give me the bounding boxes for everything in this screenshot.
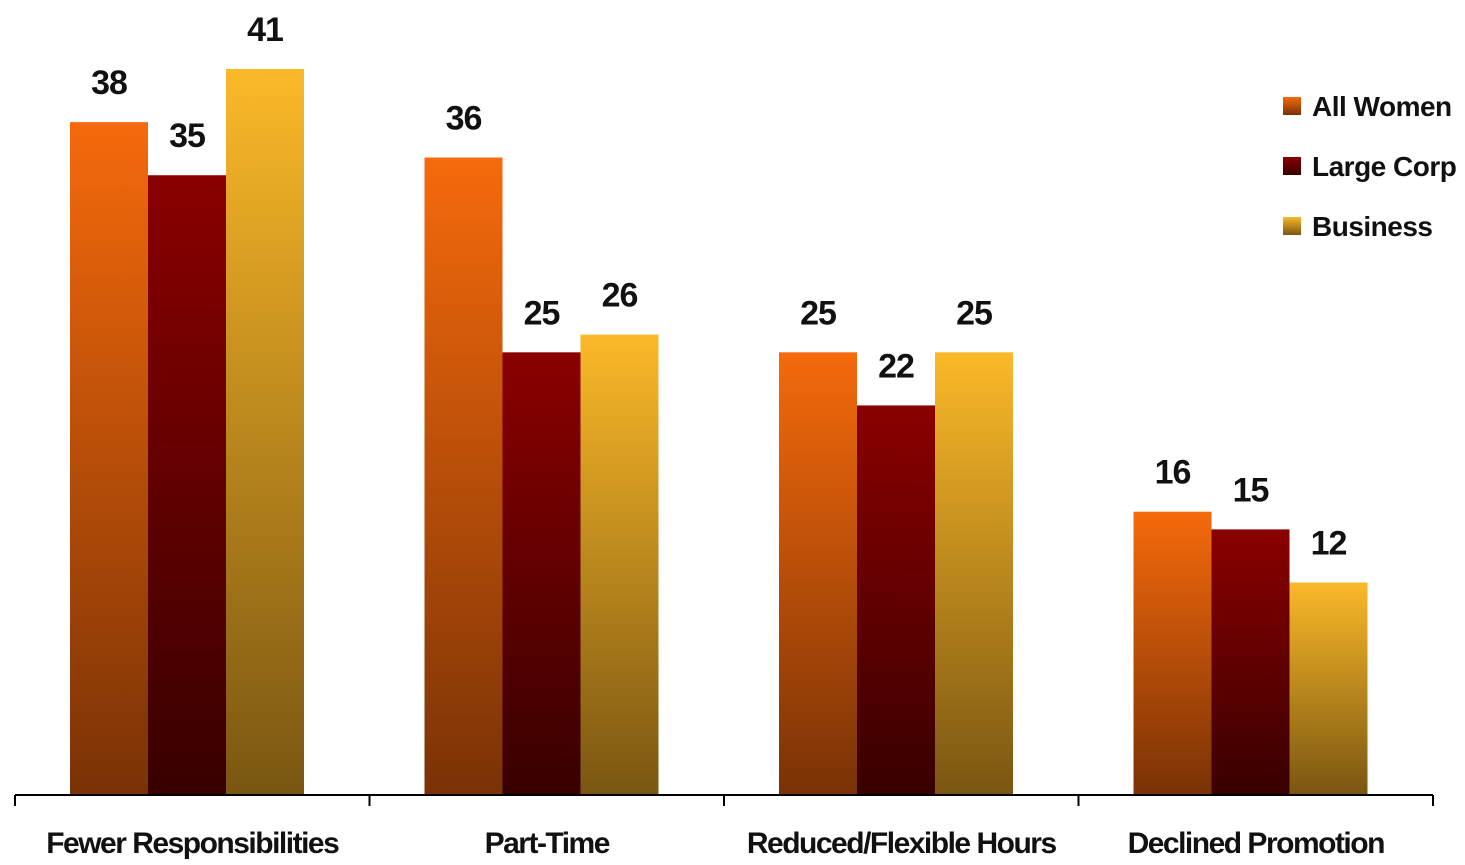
- value-label-all-women-declined-promotion: 16: [1155, 454, 1191, 492]
- bar-business-reduced-flexible-hours: [935, 352, 1013, 795]
- legend-swatch-all-women: [1283, 97, 1301, 115]
- value-label-large-corp-part-time: 25: [524, 294, 560, 332]
- bar-all-women-declined-promotion: [1133, 511, 1212, 795]
- bars-layer: [70, 69, 1368, 795]
- category-label-part-time: Part-Time: [485, 827, 610, 860]
- bar-large-corp-fewer-responsibilities: [148, 175, 226, 795]
- legend-swatch-large-corp: [1283, 157, 1301, 175]
- bar-business-part-time: [580, 334, 659, 795]
- category-label-declined-promotion: Declined Promotion: [1128, 827, 1385, 860]
- value-label-all-women-part-time: 36: [446, 100, 482, 138]
- value-label-large-corp-reduced-flexible-hours: 22: [878, 347, 914, 385]
- bar-large-corp-declined-promotion: [1211, 529, 1290, 795]
- bar-all-women-fewer-responsibilities: [70, 122, 148, 795]
- bar-large-corp-reduced-flexible-hours: [857, 405, 935, 795]
- legend-label-business: Business: [1312, 211, 1433, 242]
- value-labels-layer: 38 35 41 36 25 26 25 22 25 16 15 12: [91, 11, 1347, 563]
- x-axis: [14, 794, 1434, 806]
- value-label-all-women-reduced-flexible-hours: 25: [800, 294, 836, 332]
- legend-label-large-corp: Large Corp: [1312, 151, 1456, 182]
- legend: All Women Large Corp Business: [1283, 91, 1457, 242]
- legend-label-all-women: All Women: [1312, 91, 1452, 122]
- bar-business-declined-promotion: [1289, 582, 1368, 795]
- value-label-business-reduced-flexible-hours: 25: [956, 294, 992, 332]
- value-label-large-corp-fewer-responsibilities: 35: [169, 117, 205, 155]
- bar-large-corp-part-time: [502, 352, 581, 795]
- value-label-large-corp-declined-promotion: 15: [1233, 471, 1269, 509]
- category-label-reduced-flexible-hours: Reduced/Flexible Hours: [747, 827, 1057, 860]
- value-label-all-women-fewer-responsibilities: 38: [91, 64, 127, 102]
- category-labels-layer: Fewer Responsibilities Part-Time Reduced/F…: [46, 827, 1385, 860]
- bar-all-women-reduced-flexible-hours: [779, 352, 857, 795]
- category-label-fewer-responsibilities: Fewer Responsibilities: [46, 827, 339, 860]
- bar-business-fewer-responsibilities: [226, 69, 304, 795]
- legend-swatch-business: [1283, 217, 1301, 235]
- value-label-business-declined-promotion: 12: [1311, 525, 1347, 563]
- value-label-business-part-time: 26: [602, 277, 638, 315]
- value-label-business-fewer-responsibilities: 41: [247, 11, 283, 49]
- bar-all-women-part-time: [424, 157, 503, 795]
